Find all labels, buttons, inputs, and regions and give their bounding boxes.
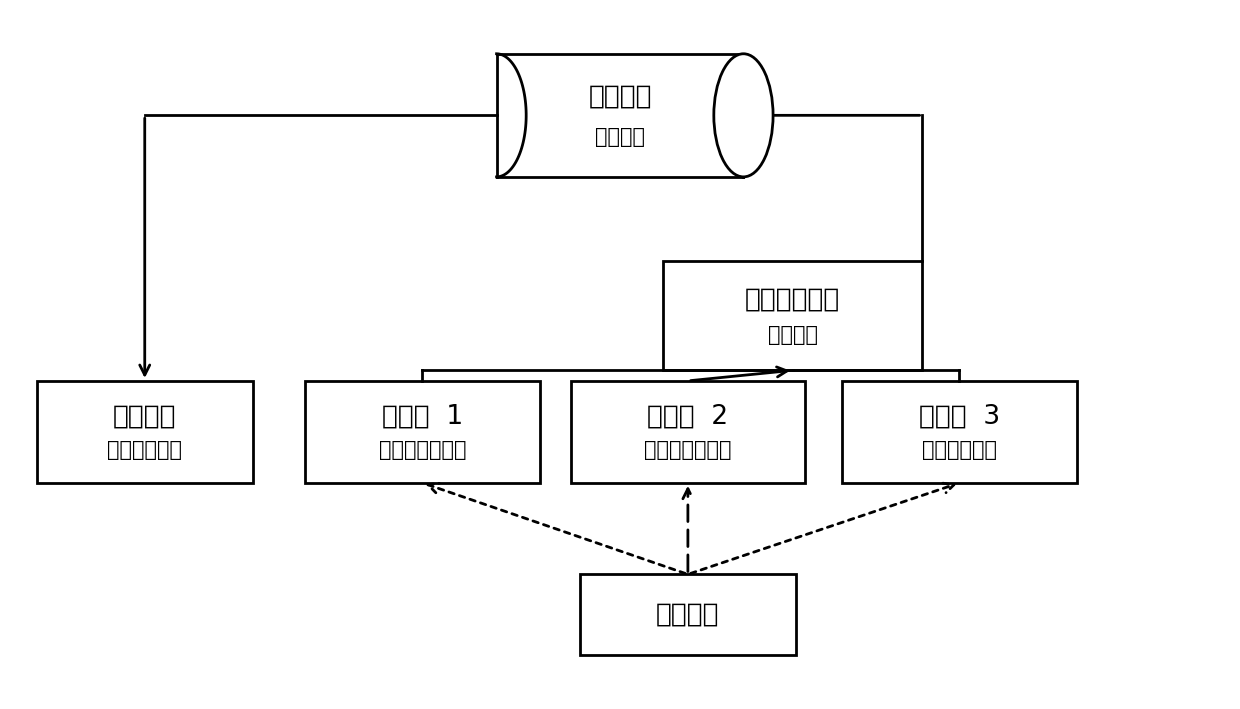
Text: 传感器  3: 传感器 3 [919, 403, 999, 430]
Bar [580, 574, 796, 655]
Text: 供电模块: 供电模块 [656, 602, 719, 627]
Bar [570, 381, 805, 483]
Text: 数据传输模块: 数据传输模块 [745, 286, 841, 313]
Ellipse shape [714, 54, 773, 177]
Text: 传感器  1: 传感器 1 [382, 403, 463, 430]
Text: 检测结冰和雪厚: 检测结冰和雪厚 [378, 440, 466, 460]
Text: 检测积雪厚度: 检测积雪厚度 [923, 440, 997, 460]
Text: 数据处理: 数据处理 [595, 128, 645, 147]
Text: 控制模块: 控制模块 [588, 84, 652, 110]
Text: 显示分级预警: 显示分级预警 [107, 440, 182, 460]
Text: 检测结冰和雪厚: 检测结冰和雪厚 [644, 440, 732, 460]
Bar [305, 381, 539, 483]
Text: 传感器  2: 传感器 2 [647, 403, 728, 430]
Text: 数据传输: 数据传输 [768, 325, 818, 345]
Bar [663, 262, 923, 370]
Text: 预警模块: 预警模块 [113, 403, 176, 430]
Bar [496, 54, 744, 177]
Bar [37, 381, 253, 483]
Bar [842, 381, 1076, 483]
